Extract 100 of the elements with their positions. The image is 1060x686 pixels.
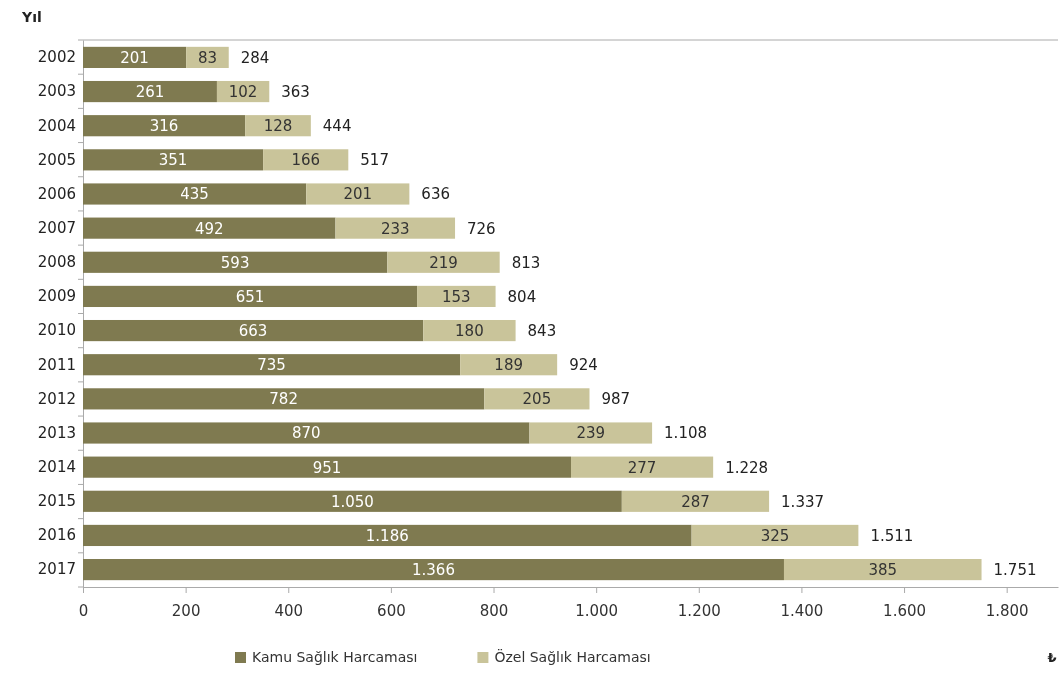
bar	[335, 217, 456, 239]
data-label: 951	[312, 458, 342, 477]
total-label: 444	[322, 117, 352, 136]
data-label: 102	[228, 82, 258, 101]
x-tick-label: 1.400	[780, 601, 824, 620]
data-label: 180	[455, 321, 484, 340]
bar	[621, 490, 770, 512]
bar	[83, 456, 572, 478]
x-tick-label: 1.200	[677, 601, 721, 620]
x-tick-label: 1.000	[575, 601, 619, 620]
bar	[83, 217, 336, 239]
y-tick-label: 2003	[37, 82, 76, 101]
legend-label: Özel Sağlık Harcaması	[494, 648, 651, 665]
data-label: 277	[627, 458, 657, 477]
y-tick-label: 2007	[37, 218, 76, 237]
data-label: 593	[220, 253, 250, 272]
total-label: 843	[527, 321, 557, 340]
total-label: 924	[569, 356, 598, 375]
bar	[83, 422, 530, 444]
data-label: 261	[135, 82, 165, 101]
y-tick-label: 2017	[37, 560, 76, 579]
legend-label: Kamu Sağlık Harcaması	[252, 649, 418, 665]
x-tick-label: 0	[78, 601, 89, 620]
y-axis-title: Yıl	[21, 9, 42, 25]
data-label: 435	[180, 185, 209, 204]
data-label: 153	[442, 287, 471, 306]
data-label: 1.186	[365, 526, 409, 545]
x-tick-label: 1.800	[985, 601, 1029, 620]
data-label: 205	[522, 390, 552, 409]
data-label: 83	[197, 48, 217, 67]
x-axis-title: ₺	[1047, 650, 1057, 665]
x-tick-label: 1.600	[883, 601, 927, 620]
bar	[306, 183, 410, 205]
data-label: 166	[291, 151, 321, 170]
total-label: 813	[511, 253, 541, 272]
bar	[83, 183, 307, 205]
bar	[423, 319, 516, 342]
bar	[783, 559, 982, 581]
bar	[571, 456, 714, 478]
data-label: 1.366	[412, 560, 455, 579]
total-label: 726	[467, 219, 496, 238]
y-tick-label: 2015	[37, 492, 76, 511]
data-label: 189	[494, 356, 523, 375]
data-label: 128	[263, 117, 293, 136]
data-label: 492	[194, 219, 224, 238]
x-tick-label: 600	[377, 601, 406, 620]
y-tick-label: 2013	[37, 423, 76, 442]
bar	[484, 388, 590, 410]
bar	[83, 490, 622, 512]
bar	[83, 115, 246, 137]
data-label: 735	[257, 356, 286, 375]
data-label: 201	[120, 48, 149, 67]
data-label: 201	[343, 185, 373, 204]
y-tick-label: 2012	[37, 389, 76, 408]
data-label: 351	[158, 151, 188, 170]
data-label: 1.050	[330, 492, 374, 511]
x-tick-label: 800	[479, 601, 509, 620]
data-label: 316	[149, 117, 179, 136]
bar	[83, 46, 187, 68]
data-label: 782	[269, 390, 298, 409]
total-label: 804	[507, 287, 537, 306]
bar	[83, 559, 784, 581]
bar	[460, 354, 558, 376]
bar	[83, 149, 264, 171]
data-label: 239	[576, 424, 606, 443]
y-tick-label: 2004	[37, 116, 76, 135]
x-tick-label: 400	[274, 601, 304, 620]
total-label: 987	[601, 390, 631, 409]
total-label: 636	[421, 185, 451, 204]
bar	[83, 80, 217, 103]
data-label: 233	[380, 219, 410, 238]
data-label: 651	[235, 287, 265, 306]
y-tick-label: 2010	[37, 321, 76, 340]
y-tick-label: 2011	[37, 355, 76, 374]
bar	[417, 285, 496, 308]
y-tick-label: 2002	[37, 48, 76, 67]
total-label: 1.337	[781, 492, 825, 511]
data-label: 325	[760, 526, 790, 545]
total-label: 517	[360, 151, 389, 170]
total-label: 1.511	[870, 526, 914, 545]
y-tick-label: 2016	[37, 526, 76, 545]
bar	[529, 422, 653, 444]
y-tick-label: 2005	[37, 150, 76, 169]
y-tick-label: 2006	[37, 184, 76, 203]
data-label: 870	[291, 424, 321, 443]
bar	[83, 319, 424, 342]
total-label: 1.108	[664, 424, 708, 443]
data-label: 663	[238, 321, 268, 340]
y-tick-label: 2014	[37, 457, 76, 476]
bar	[83, 388, 485, 410]
data-label: 219	[429, 253, 458, 272]
x-tick-label: 200	[171, 601, 201, 620]
y-tick-label: 2008	[37, 253, 76, 272]
total-label: 284	[240, 48, 270, 67]
total-label: 1.751	[993, 560, 1037, 579]
bar	[83, 524, 692, 547]
data-label: 385	[868, 560, 898, 579]
bar	[83, 354, 461, 376]
total-label: 1.228	[725, 458, 769, 477]
bar	[387, 251, 500, 273]
